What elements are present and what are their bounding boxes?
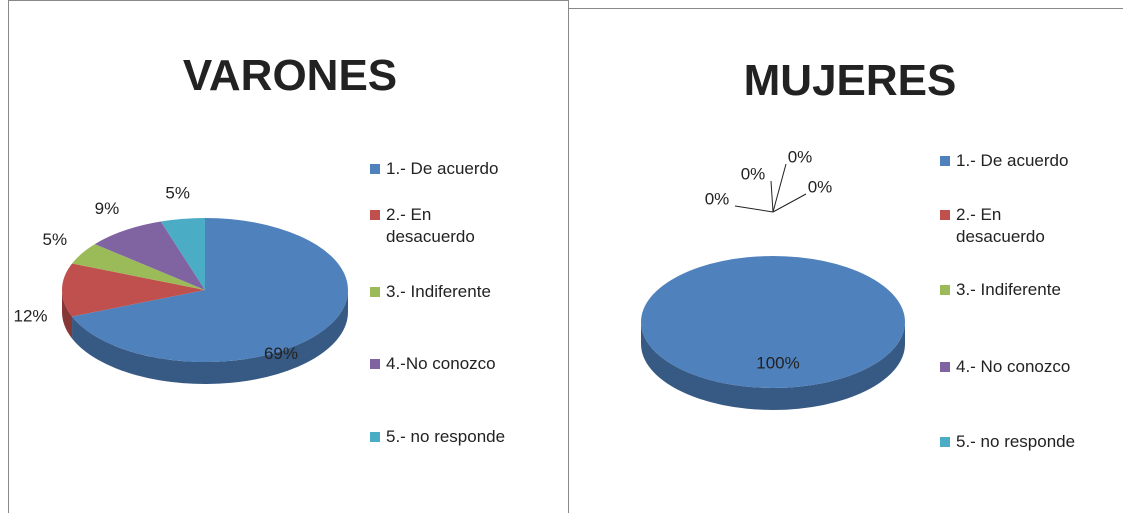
legend-item: 4.- No conozco <box>940 356 1091 378</box>
legend-item: 1.- De acuerdo <box>370 158 521 180</box>
data-label: 69% <box>264 344 298 363</box>
legend-item: 2.- En desacuerdo <box>940 204 1091 248</box>
legend-swatch <box>370 359 380 369</box>
data-label: 9% <box>95 199 120 218</box>
leader-line <box>772 163 787 213</box>
legend-swatch <box>940 210 950 220</box>
legend-item: 4.-No conozco <box>370 353 521 375</box>
legend-swatch <box>940 156 950 166</box>
legend-swatch <box>940 362 950 372</box>
legend-label: 2.- En desacuerdo <box>956 205 1045 246</box>
slice-side <box>62 290 73 339</box>
leader-line <box>772 193 807 213</box>
legend-label: 1.- De acuerdo <box>956 151 1069 170</box>
legend-label: 3.- Indiferente <box>956 280 1061 299</box>
chart-title: MUJERES <box>744 56 957 105</box>
legend-swatch <box>370 210 380 220</box>
legend-item: 5.- no responde <box>370 426 521 448</box>
slice <box>61 263 205 317</box>
data-label: 0% <box>808 177 833 196</box>
leader-line <box>734 205 774 213</box>
chart-title: VARONES <box>183 51 397 100</box>
legend-item: 2.- En desacuerdo <box>370 204 521 248</box>
data-label: 100% <box>756 353 799 372</box>
legend-item: 3.- Indiferente <box>370 281 521 303</box>
slice <box>160 218 205 290</box>
panel-right <box>568 8 1123 513</box>
slice-side <box>72 290 348 384</box>
legend-swatch <box>370 432 380 442</box>
legend-label: 1.- De acuerdo <box>386 159 499 178</box>
legend-item: 3.- Indiferente <box>940 279 1091 301</box>
slice-side <box>641 322 905 410</box>
legend-item: 1.- De acuerdo <box>940 150 1091 172</box>
slice <box>72 244 205 290</box>
data-label: 5% <box>43 230 68 249</box>
slice <box>641 256 905 388</box>
slice <box>94 221 205 290</box>
legend-label: 2.- En desacuerdo <box>386 205 475 246</box>
data-label: 0% <box>788 147 813 166</box>
legend-label: 5.- no responde <box>956 432 1076 451</box>
legend-swatch <box>940 437 950 447</box>
legend-swatch <box>370 164 380 174</box>
legend-item: 5.- no responde <box>940 431 1091 453</box>
data-label: 0% <box>705 189 730 208</box>
slice <box>72 218 348 362</box>
legend-label: 5.- no responde <box>386 427 506 446</box>
legend-label: 3.- Indiferente <box>386 282 491 301</box>
data-label: 12% <box>14 306 48 325</box>
legend-swatch <box>370 287 380 297</box>
data-label: 0% <box>741 164 766 183</box>
legend-label: 4.-No conozco <box>386 354 496 373</box>
legend-swatch <box>940 285 950 295</box>
data-label: 5% <box>165 183 190 202</box>
legend-label: 4.- No conozco <box>956 357 1071 376</box>
leader-line <box>770 180 774 213</box>
